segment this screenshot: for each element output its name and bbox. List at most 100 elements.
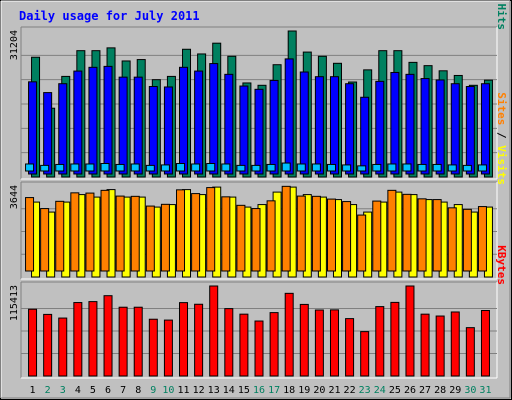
bar-visits-sites-day-24 — [372, 200, 382, 272]
chart-title: Daily usage for July 2011 — [19, 9, 200, 23]
bar-hits-files-day-30 — [465, 86, 475, 175]
bar-kbytes-kbytes-day-1 — [28, 308, 38, 377]
bar-kbytes-kbytes-day-24 — [375, 306, 385, 377]
day-label-23: 23 — [359, 385, 371, 396]
bar-visits-sites-day-27 — [417, 198, 427, 272]
day-label-30: 30 — [464, 385, 476, 396]
bar-hits-pages-day-25 — [387, 163, 397, 172]
bar-kbytes-kbytes-day-11 — [179, 302, 189, 377]
bar-visits-sites-day-13 — [206, 187, 216, 272]
bar-hits-pages-day-19 — [296, 163, 306, 172]
bar-visits-sites-day-8 — [130, 195, 140, 272]
bar-kbytes-kbytes-day-14 — [224, 308, 234, 377]
bar-hits-pages-day-6 — [100, 163, 110, 172]
day-label-25: 25 — [389, 385, 401, 396]
panel-hits-right-label: Pages / Files / Hits — [495, 0, 508, 30]
bar-hits-pages-day-18 — [281, 162, 291, 172]
bar-hits-pages-day-24 — [372, 163, 382, 172]
day-label-27: 27 — [419, 385, 431, 396]
day-label-15: 15 — [238, 385, 250, 396]
bar-kbytes-kbytes-day-26 — [405, 285, 415, 377]
bar-kbytes-kbytes-day-12 — [194, 303, 204, 377]
bar-hits-files-day-27 — [420, 78, 430, 175]
panel-hits: 31204 Pages / Files / Hits — [9, 0, 508, 180]
bar-kbytes-kbytes-day-23 — [360, 331, 370, 377]
bar-visits-sites-day-14 — [221, 196, 231, 272]
bar-hits-pages-day-31 — [477, 164, 487, 172]
bar-hits-pages-day-26 — [402, 163, 412, 172]
bar-hits-pages-day-30 — [462, 164, 472, 172]
bar-hits-pages-day-15 — [236, 164, 246, 172]
bar-hits-files-day-11 — [179, 66, 189, 175]
bar-hits-files-day-18 — [284, 58, 294, 175]
bar-hits-files-day-5 — [88, 66, 98, 175]
bar-hits-files-day-14 — [224, 73, 234, 175]
bar-hits-files-day-6 — [103, 65, 113, 175]
panel-kbytes-ymax-label: 115413 — [9, 285, 20, 321]
bar-hits-files-day-25 — [390, 71, 400, 175]
bar-hits-pages-day-23 — [357, 165, 367, 172]
bar-visits-sites-day-10 — [160, 203, 170, 272]
bar-visits-sites-day-7 — [115, 195, 125, 272]
bar-visits-sites-day-22 — [342, 201, 352, 272]
bar-hits-pages-day-9 — [145, 164, 155, 172]
bar-kbytes-kbytes-day-16 — [254, 320, 264, 377]
day-label-14: 14 — [223, 385, 235, 396]
bar-hits-files-day-13 — [209, 63, 219, 175]
bar-visits-sites-day-25 — [387, 189, 397, 272]
bar-kbytes-kbytes-day-28 — [435, 315, 445, 377]
bar-visits-sites-day-16 — [251, 208, 261, 272]
bar-hits-pages-day-28 — [432, 163, 442, 172]
bar-kbytes-kbytes-day-25 — [390, 301, 400, 377]
bar-visits-sites-day-20 — [311, 195, 321, 272]
bar-visits-sites-day-15 — [236, 204, 246, 272]
bar-visits-sites-day-17 — [266, 200, 276, 272]
bar-hits-files-day-9 — [148, 86, 158, 175]
bar-hits-files-day-20 — [314, 76, 324, 175]
bar-hits-pages-day-13 — [206, 163, 216, 172]
panel-visits: 3644 Sites / Visits — [9, 92, 508, 280]
bar-visits-sites-day-4 — [70, 192, 80, 272]
bar-hits-files-day-19 — [299, 71, 309, 175]
bar-kbytes-kbytes-day-8 — [133, 306, 143, 377]
bar-visits-sites-day-23 — [357, 214, 367, 272]
bar-hits-files-day-31 — [480, 83, 490, 175]
bar-hits-pages-day-21 — [326, 163, 336, 172]
day-label-11: 11 — [177, 385, 189, 396]
bar-hits-files-day-8 — [133, 76, 143, 175]
panel-visits-right-label-part: Sites — [495, 92, 508, 125]
bar-visits-sites-day-11 — [176, 189, 186, 272]
bar-hits-files-day-28 — [435, 79, 445, 175]
bar-hits-files-day-26 — [405, 73, 415, 175]
day-label-12: 12 — [193, 385, 205, 396]
bar-kbytes-kbytes-day-5 — [88, 301, 98, 377]
panel-kbytes-right-label-part: KBytes — [495, 245, 508, 285]
bar-hits-files-day-4 — [73, 70, 83, 175]
day-label-9: 9 — [150, 385, 156, 396]
bar-kbytes-kbytes-day-17 — [269, 312, 279, 377]
bar-hits-files-day-10 — [163, 86, 173, 175]
bar-hits-pages-day-2 — [40, 164, 50, 172]
panel-hits-right-label-part: Hits — [495, 0, 508, 30]
bar-kbytes-kbytes-day-13 — [209, 285, 219, 377]
bar-hits-pages-day-27 — [417, 163, 427, 172]
bar-visits-sites-day-19 — [296, 195, 306, 272]
day-label-28: 28 — [434, 385, 446, 396]
day-label-24: 24 — [374, 385, 386, 396]
bar-visits-sites-day-18 — [281, 185, 291, 272]
day-label-21: 21 — [328, 385, 340, 396]
bar-hits-files-day-24 — [375, 80, 385, 175]
bar-kbytes-kbytes-day-29 — [450, 311, 460, 377]
bar-kbytes-kbytes-day-22 — [345, 318, 355, 377]
bar-hits-files-day-22 — [345, 83, 355, 175]
bar-kbytes-kbytes-day-10 — [163, 319, 173, 377]
panel-visits-right-label-part: Visits — [495, 139, 508, 185]
bar-kbytes-kbytes-day-20 — [314, 309, 324, 377]
day-label-16: 16 — [253, 385, 265, 396]
panel-visits-right-label: Sites / Visits — [495, 92, 508, 185]
bar-kbytes-kbytes-day-6 — [103, 295, 113, 377]
day-label-20: 20 — [313, 385, 325, 396]
bar-hits-pages-day-11 — [176, 163, 186, 172]
bar-visits-sites-day-5 — [85, 192, 95, 272]
day-label-26: 26 — [404, 385, 416, 396]
